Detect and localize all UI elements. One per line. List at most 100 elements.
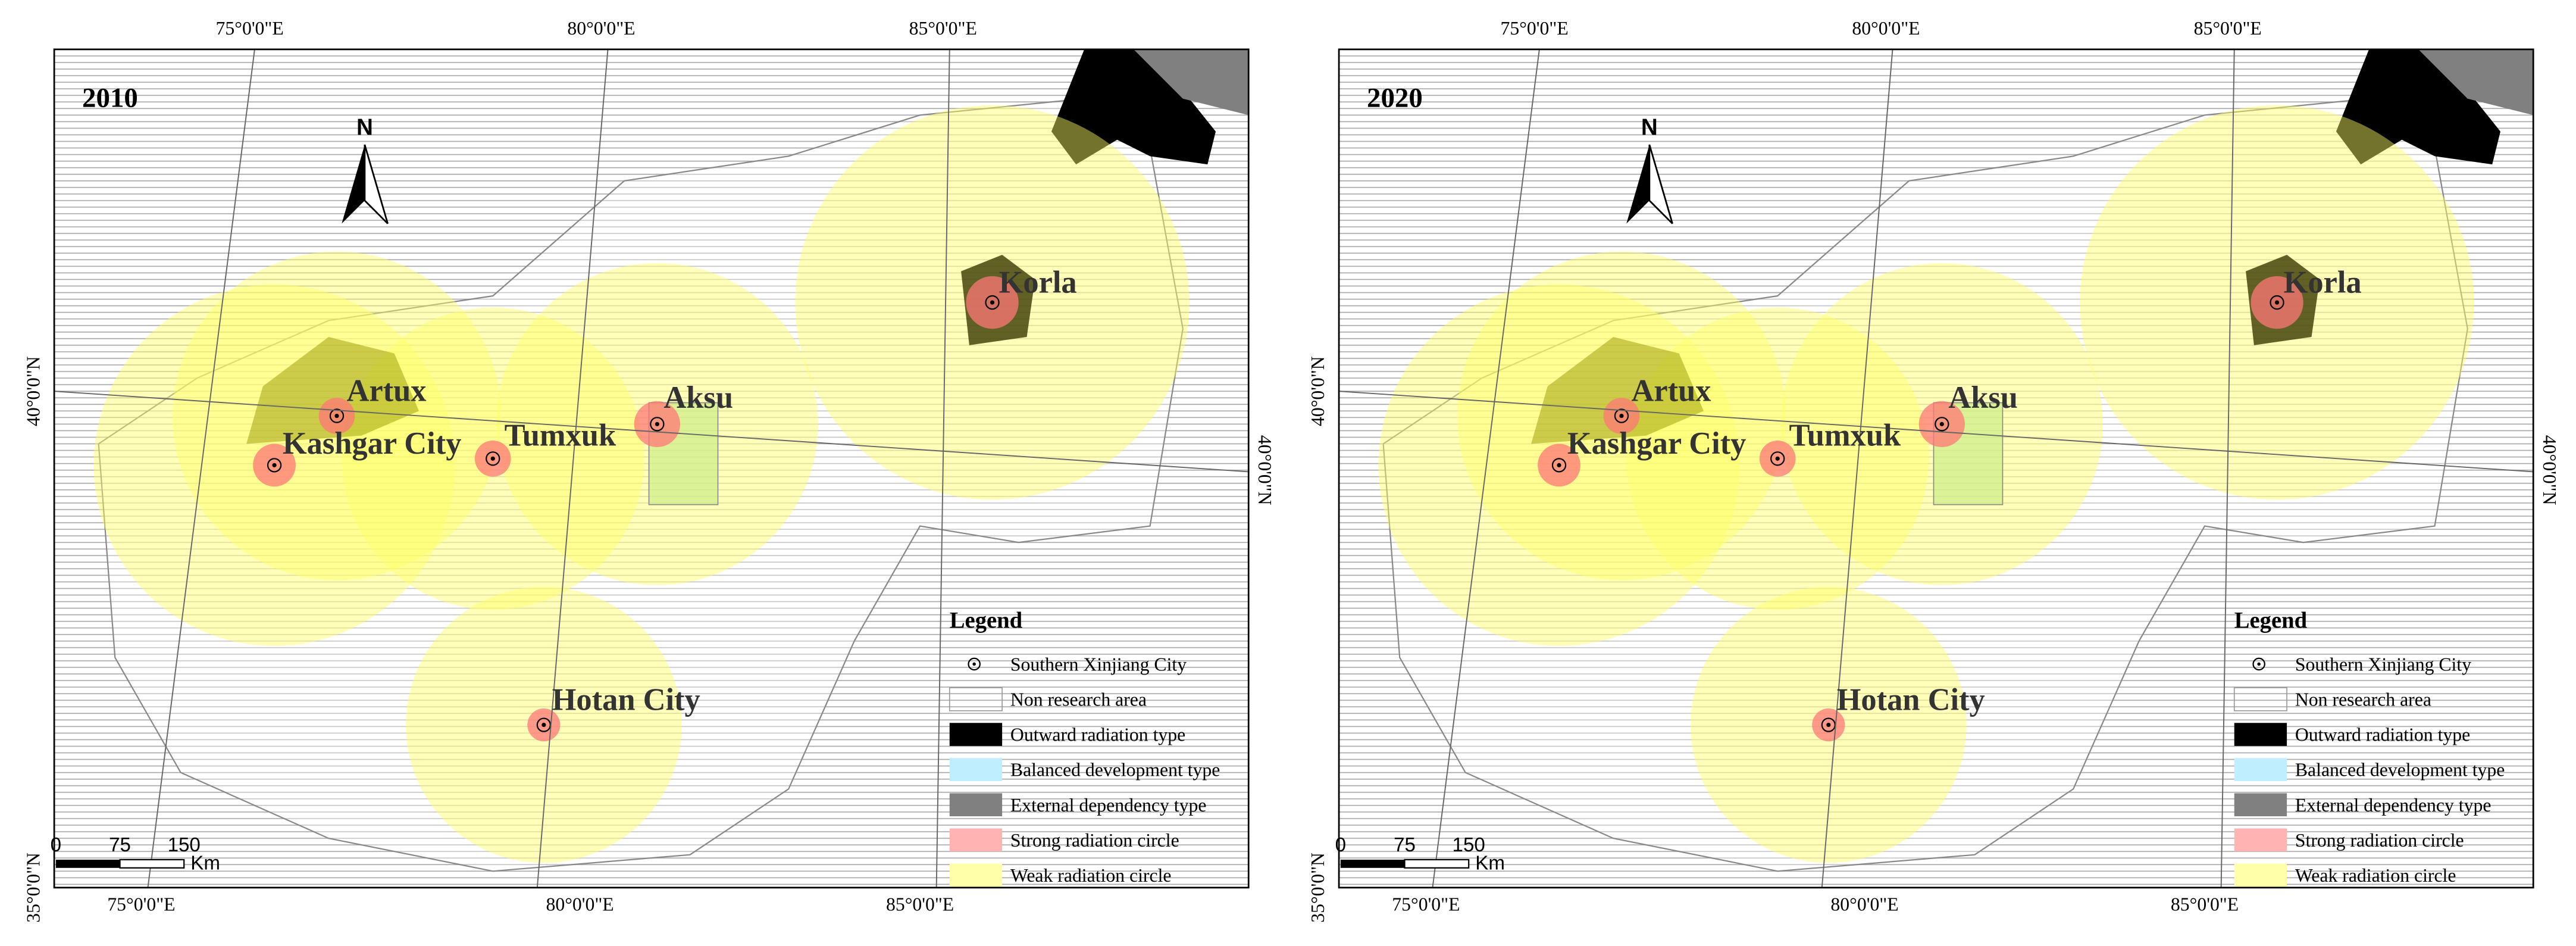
graticule-label: 75°0'0"E	[107, 894, 175, 915]
legend-swatch	[968, 657, 981, 671]
scale-bar	[119, 858, 185, 869]
graticule-label: 35°0'0"N	[1307, 853, 1328, 923]
north-label: N	[1641, 114, 1658, 140]
scale-label: 75	[1394, 834, 1416, 856]
legend-label: Strong radiation circle	[2295, 830, 2464, 851]
city-label: Kashgar City	[1567, 426, 1746, 461]
city-dot	[1939, 422, 1944, 426]
region-border	[98, 98, 1184, 872]
legend-swatch	[949, 687, 1003, 711]
graticule-label: 80°0'0"E	[1852, 18, 1920, 39]
city-dot	[1557, 463, 1561, 467]
city-dot-ring	[650, 417, 665, 432]
graticule-line	[536, 49, 609, 888]
city-dot-ring	[1551, 458, 1567, 473]
scale-unit: Km	[190, 853, 220, 875]
city-label: Artux	[1632, 374, 1711, 408]
graticule-line	[1432, 49, 1540, 888]
map-frame	[1338, 48, 2534, 889]
city-dot	[490, 456, 495, 461]
legend-label: Non research area	[1010, 689, 1147, 710]
map-panel: 2020 Artux Kashgar City Tumxuk Aksu Korla Hota…	[1307, 18, 2560, 923]
graticule-label: 80°0'0"E	[546, 894, 614, 915]
city-label: Hotan City	[552, 683, 700, 717]
city-dot-ring	[1935, 417, 1949, 432]
city-dot	[334, 413, 339, 419]
legend-label: Balanced development type	[2295, 760, 2505, 780]
city-dot-ring	[985, 295, 1000, 310]
graticule-label: 40°0'0"N	[2539, 435, 2560, 505]
map-panel: 2010 Artux Kashgar City Tumxuk Aksu Korla Hota…	[23, 18, 1275, 923]
city-dot-ring	[1770, 451, 1785, 466]
graticule-line	[1339, 391, 2534, 473]
city-label: Aksu	[1948, 380, 2018, 415]
city-dot-ring	[2270, 295, 2284, 310]
legend-swatch	[949, 863, 1003, 887]
scale-unit: Km	[1475, 853, 1505, 875]
graticule-line	[2220, 49, 2235, 888]
legend-label: Southern Xinjiang City	[2295, 654, 2471, 675]
city-dot-ring	[1614, 408, 1629, 423]
city-dot	[1826, 723, 1831, 728]
city-dot-ring	[267, 458, 282, 473]
graticule-label: 75°0'0"E	[216, 18, 284, 39]
graticule-line	[147, 49, 255, 888]
year-label: 2020	[1367, 83, 1423, 114]
city-dot	[1775, 456, 1780, 461]
map-body	[54, 49, 1249, 888]
graticule-label: 75°0'0"E	[1501, 18, 1569, 39]
outward-region	[1051, 49, 1216, 165]
city-dot	[2274, 300, 2280, 305]
scale-label: 0	[51, 834, 61, 856]
legend-label: Balanced development type	[1010, 760, 1220, 780]
legend-title: Legend	[950, 608, 1023, 633]
legend-swatch	[2234, 793, 2287, 817]
city-label: Tumxuk	[505, 418, 616, 452]
city-dot	[272, 463, 277, 467]
graticule-label: 80°0'0"E	[1830, 894, 1898, 915]
legend-label: Strong radiation circle	[1010, 830, 1179, 851]
graticule-label: 40°0'0"N	[1307, 356, 1328, 426]
city-dot	[542, 723, 546, 728]
map-body	[1339, 49, 2534, 888]
graticule-label: 35°0'0"N	[23, 853, 43, 923]
city-area	[1531, 337, 1704, 444]
graticule-label: 80°0'0"E	[567, 18, 635, 39]
legend-label: Non research area	[2295, 689, 2431, 710]
legend-swatch	[2234, 758, 2287, 782]
graticule-label: 85°0'0"E	[2171, 894, 2239, 915]
legend-label: Southern Xinjiang City	[1010, 654, 1187, 675]
legend-swatch	[949, 793, 1003, 817]
region-border	[1382, 98, 2468, 872]
city-dot	[655, 422, 659, 426]
legend-swatch	[972, 662, 976, 666]
city-label: Kashgar City	[283, 426, 462, 461]
graticule-label: 85°0'0"E	[2194, 18, 2262, 39]
legend-swatch	[2234, 828, 2287, 852]
scale-bar	[55, 859, 120, 868]
legend-swatch	[2234, 863, 2287, 887]
legend-label: Outward radiation type	[1010, 725, 1185, 745]
legend-label: External dependency type	[2295, 795, 2492, 816]
scale-label: 75	[109, 834, 131, 856]
city-label: Korla	[2284, 265, 2362, 299]
outward-region	[2336, 49, 2501, 165]
graticule-label: 85°0'0"E	[909, 18, 977, 39]
graticule-label: 40°0'0"N	[1254, 435, 1275, 505]
north-label: N	[356, 114, 373, 140]
city-dot-ring	[329, 408, 345, 423]
legend-swatch	[949, 758, 1003, 782]
city-area	[246, 337, 420, 444]
legend-swatch	[2252, 657, 2265, 671]
city-label: Korla	[999, 265, 1077, 299]
north-arrow	[1648, 144, 1673, 224]
north-arrow	[364, 144, 389, 224]
map-frame	[53, 48, 1250, 889]
city-dot	[1619, 413, 1624, 419]
legend-label: Outward radiation type	[2295, 725, 2470, 745]
legend-swatch	[949, 828, 1003, 852]
legend-label: Weak radiation circle	[2295, 865, 2456, 886]
graticule-label: 85°0'0"E	[886, 894, 954, 915]
graticule-label: 75°0'0"E	[1392, 894, 1460, 915]
